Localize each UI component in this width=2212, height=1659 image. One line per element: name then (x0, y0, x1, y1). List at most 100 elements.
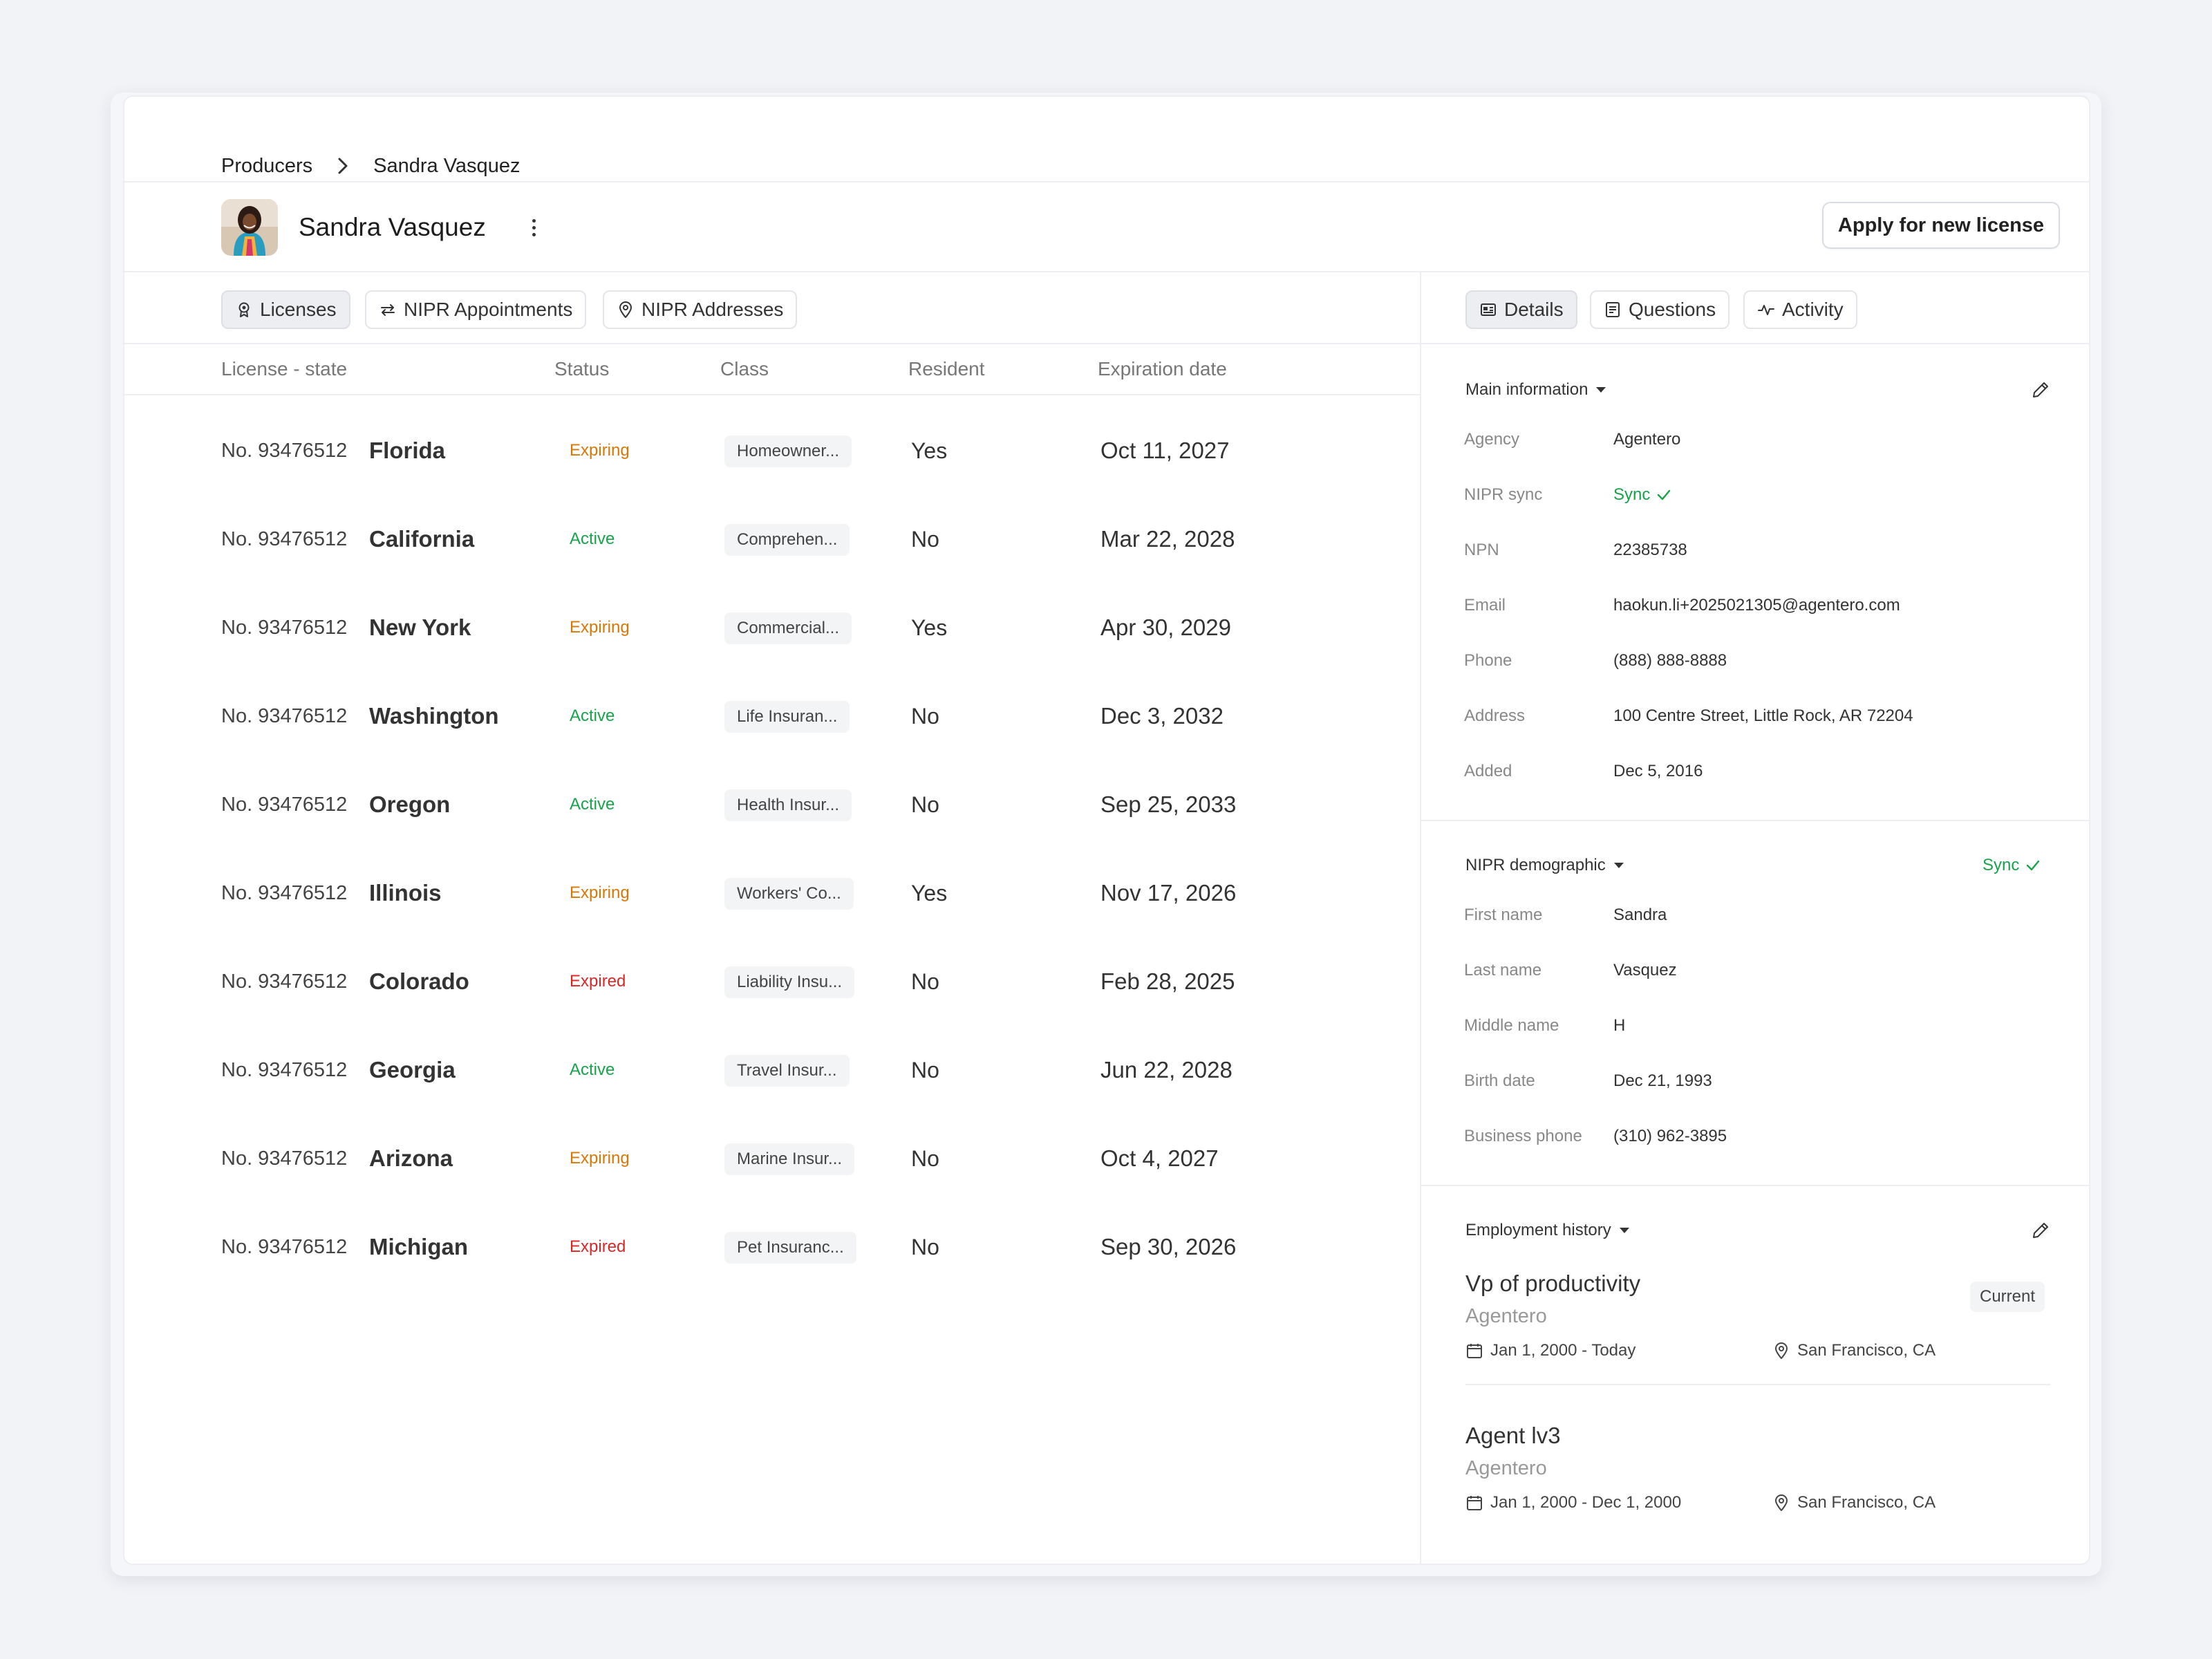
expiration-date: Oct 11, 2027 (1100, 438, 1230, 463)
table-row[interactable]: No. 93476512 California Active Comprehen… (124, 495, 1420, 583)
added-value: Dec 5, 2016 (1613, 762, 1703, 780)
more-options-icon[interactable] (520, 213, 547, 242)
tab-licenses[interactable]: Licenses (221, 290, 350, 329)
job-dates: Jan 1, 2000 - Dec 1, 2000 (1465, 1490, 1681, 1515)
status-badge: Active (570, 795, 615, 814)
tab-nipr-appointments[interactable]: NIPR Appointments (365, 290, 587, 329)
id-card-icon (1481, 303, 1496, 316)
license-number: No. 93476512 (221, 439, 348, 462)
nipr-demographic-toggle[interactable]: NIPR demographic (1465, 852, 1624, 879)
document-icon (1606, 302, 1620, 317)
table-row[interactable]: No. 93476512 Arizona Expiring Marine Ins… (124, 1114, 1420, 1203)
resident-value: No (911, 791, 939, 817)
status-badge: Expiring (570, 883, 630, 902)
table-row[interactable]: No. 93476512 Washington Active Life Insu… (124, 672, 1420, 760)
divider (124, 271, 2089, 272)
resident-value: No (911, 1057, 939, 1082)
breadcrumb-current: Sandra Vasquez (373, 154, 521, 177)
employment-history-toggle[interactable]: Employment history (1465, 1217, 1629, 1244)
address-value: 100 Centre Street, Little Rock, AR 72204 (1613, 706, 1913, 725)
section-title: NIPR demographic (1465, 856, 1606, 874)
nipr-demographic-sync: Sync (1983, 852, 2041, 879)
tab-questions[interactable]: Questions (1590, 290, 1730, 329)
table-row[interactable]: No. 93476512 Oregon Active Health Insur.… (124, 760, 1420, 849)
license-number: No. 93476512 (221, 704, 348, 727)
expiration-date: Apr 30, 2029 (1100, 615, 1231, 640)
job-title: Agent lv3 (1465, 1423, 1561, 1448)
class-chip: Commercial... (724, 612, 852, 644)
divider (124, 343, 1420, 344)
expiration-date: Nov 17, 2026 (1100, 880, 1237, 906)
breadcrumb-producers-link[interactable]: Producers (221, 154, 313, 177)
table-row[interactable]: No. 93476512 Michigan Expired Pet Insura… (124, 1203, 1420, 1291)
caret-down-icon (1619, 1228, 1629, 1233)
table-row[interactable]: No. 93476512 Georgia Active Travel Insur… (124, 1026, 1420, 1114)
field-label: NPN (1464, 541, 1499, 559)
section-title: Main information (1465, 380, 1588, 399)
status-badge: Active (570, 529, 615, 548)
license-number: No. 93476512 (221, 1058, 348, 1081)
status-badge: Expiring (570, 618, 630, 637)
license-number: No. 93476512 (221, 881, 348, 904)
class-chip: Marine Insur... (724, 1143, 855, 1175)
resident-value: No (911, 703, 939, 729)
business-phone-value: (310) 962-3895 (1613, 1127, 1727, 1145)
middle-name-value: H (1613, 1016, 1626, 1035)
license-state: Georgia (369, 1057, 456, 1082)
map-pin-icon (619, 301, 632, 318)
field-label: Phone (1464, 651, 1512, 670)
table-row[interactable]: No. 93476512 Illinois Expiring Workers' … (124, 849, 1420, 937)
field-label: Agency (1464, 430, 1520, 449)
class-chip: Homeowner... (724, 435, 852, 467)
status-badge: Active (570, 706, 615, 725)
tab-activity[interactable]: Activity (1743, 290, 1857, 329)
column-header-class[interactable]: Class (720, 358, 769, 379)
table-row[interactable]: No. 93476512 New York Expiring Commercia… (124, 583, 1420, 672)
field-label: Added (1464, 762, 1512, 780)
sync-label: Sync (1613, 485, 1651, 504)
tab-details[interactable]: Details (1465, 290, 1577, 329)
field-label: Address (1464, 706, 1526, 725)
producer-name: Sandra Vasquez (299, 213, 486, 241)
apply-new-license-button[interactable]: Apply for new license (1822, 202, 2060, 249)
expiration-date: Sep 30, 2026 (1100, 1234, 1237, 1259)
job-location-text: San Francisco, CA (1797, 1341, 1936, 1360)
breadcrumb: Producers Sandra Vasquez (221, 124, 520, 207)
expiration-date: Jun 22, 2028 (1100, 1057, 1232, 1082)
column-header-license-state[interactable]: License - state (221, 358, 348, 379)
job-location-text: San Francisco, CA (1797, 1493, 1936, 1512)
caret-down-icon (1613, 863, 1624, 868)
tab-label: Licenses (260, 299, 337, 320)
table-row[interactable]: No. 93476512 Colorado Expired Liability … (124, 937, 1420, 1026)
license-number: No. 93476512 (221, 970, 348, 993)
expiration-date: Dec 3, 2032 (1100, 703, 1224, 729)
pencil-icon[interactable] (2030, 1219, 2052, 1241)
divider (1421, 343, 2089, 344)
divider (124, 394, 1420, 395)
license-state: New York (369, 615, 471, 640)
job-location: San Francisco, CA (1772, 1490, 1936, 1515)
calendar-icon (1467, 1496, 1482, 1510)
job-dates-text: Jan 1, 2000 - Dec 1, 2000 (1490, 1493, 1682, 1512)
license-state: Illinois (369, 880, 442, 906)
license-number: No. 93476512 (221, 527, 348, 550)
license-number: No. 93476512 (221, 793, 348, 816)
column-header-status[interactable]: Status (554, 358, 610, 379)
column-header-resident[interactable]: Resident (908, 358, 985, 379)
tab-label: Questions (1629, 299, 1716, 320)
field-label: Business phone (1464, 1127, 1582, 1145)
first-name-value: Sandra (1613, 906, 1667, 924)
status-badge: Expiring (570, 1149, 630, 1168)
column-header-expiration[interactable]: Expiration date (1098, 358, 1227, 379)
main-information-toggle[interactable]: Main information (1465, 376, 1606, 404)
field-label: First name (1464, 906, 1543, 924)
table-row[interactable]: No. 93476512 Florida Expiring Homeowner.… (124, 406, 1420, 495)
map-pin-icon (1775, 1494, 1788, 1511)
expiration-date: Sep 25, 2033 (1100, 791, 1237, 817)
email-value: haokun.li+2025021305@agentero.com (1613, 596, 1900, 615)
divider (1465, 1384, 2050, 1385)
tab-nipr-addresses[interactable]: NIPR Addresses (603, 290, 798, 329)
last-name-value: Vasquez (1613, 961, 1677, 980)
pencil-icon[interactable] (2030, 379, 2052, 401)
resident-value: Yes (911, 438, 948, 463)
